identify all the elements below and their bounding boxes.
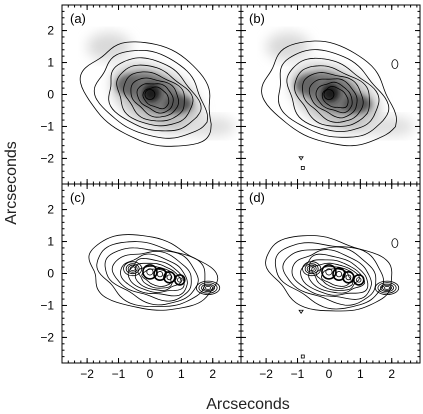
y-tick-label: −2 xyxy=(40,151,54,165)
y-tick-label: −1 xyxy=(40,119,54,133)
compact-source xyxy=(321,264,337,280)
contour-level xyxy=(130,77,180,118)
contour-level xyxy=(96,241,206,308)
contour-level xyxy=(315,81,353,114)
compact-source xyxy=(332,267,346,281)
contour-level xyxy=(302,72,364,123)
contour-level xyxy=(104,247,199,306)
compact-source xyxy=(352,274,365,286)
panel-frame xyxy=(240,183,421,364)
contour-level xyxy=(123,71,185,122)
panel-label: (b) xyxy=(249,11,265,26)
contour-level xyxy=(142,86,170,110)
contour-level xyxy=(93,49,208,139)
compact-source xyxy=(173,274,186,286)
contour-level xyxy=(116,64,194,127)
y-tick-label: −2 xyxy=(40,330,54,344)
y-tick-label: 0 xyxy=(47,88,54,102)
contour-level xyxy=(88,234,219,311)
y-tick-label: 1 xyxy=(47,235,54,249)
contour-level xyxy=(291,249,372,300)
contour-level xyxy=(308,78,358,119)
x-tick-label: 2 xyxy=(209,367,216,381)
contour-level xyxy=(315,266,354,289)
x-axis-title: Arcseconds xyxy=(206,396,290,413)
contour-level xyxy=(311,262,360,291)
contour-level xyxy=(136,83,174,114)
contour-level xyxy=(108,57,202,132)
panel-d: −2 −1 0 1 2 (d) xyxy=(240,183,421,381)
contour-level xyxy=(278,49,390,138)
y-tick-label: 1 xyxy=(47,56,54,70)
y-tick-label: 2 xyxy=(47,24,54,38)
compact-source xyxy=(142,264,158,280)
contour-level xyxy=(261,40,397,147)
contour-level xyxy=(286,57,380,133)
y-axis-title: Arcseconds xyxy=(3,141,20,225)
contour-level xyxy=(120,253,188,297)
contour-level xyxy=(321,85,349,109)
x-tick-label: −2 xyxy=(80,367,94,381)
panel-frame xyxy=(61,183,242,364)
x-tick-label: 0 xyxy=(147,367,154,381)
x-tick-label: 2 xyxy=(388,367,395,381)
contour-level xyxy=(111,250,192,302)
panel-a: 2 1 0 −1 −2 (a) xyxy=(40,4,242,185)
panel-label: (c) xyxy=(70,190,85,205)
x-tick-label: 0 xyxy=(326,367,333,381)
panel-grid: 2 1 0 −1 −2 (a) (b) 2 1 0 −1 −2 −2 −1 0 1 2 (c) −2 −1 0 1 2 (d) xyxy=(40,4,421,381)
panel-label: (d) xyxy=(249,190,265,205)
panel-b: (b) xyxy=(240,4,421,185)
x-tick-label: −1 xyxy=(291,367,305,381)
contour-level xyxy=(294,65,370,127)
panel-label: (a) xyxy=(70,11,86,26)
nucleus-core xyxy=(142,83,161,102)
y-tick-label: −1 xyxy=(40,298,54,312)
x-tick-label: −2 xyxy=(259,367,273,381)
compact-source xyxy=(153,267,167,281)
x-tick-label: 1 xyxy=(357,367,364,381)
x-tick-label: 1 xyxy=(178,367,185,381)
contour-level xyxy=(300,253,369,296)
contour-level xyxy=(274,242,385,310)
contour-level xyxy=(79,41,212,147)
y-tick-label: 0 xyxy=(47,267,54,281)
x-tick-label: −1 xyxy=(112,367,126,381)
contour-level xyxy=(282,246,377,306)
y-tick-label: 2 xyxy=(47,203,54,217)
nucleus-core xyxy=(321,83,340,102)
contour-level xyxy=(127,257,185,293)
panel-c: 2 1 0 −1 −2 −2 −1 0 1 2 (c) xyxy=(40,183,242,381)
